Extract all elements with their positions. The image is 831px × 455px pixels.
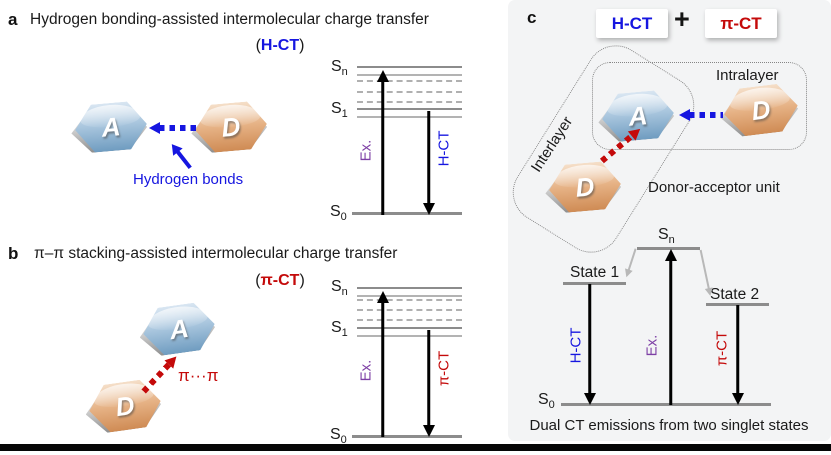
panel-c-caption: Dual CT emissions from two singlet state… — [529, 417, 809, 434]
bond-callout-arrow — [167, 140, 195, 171]
panel-a-title: Hydrogen bonding-assisted intermolecular… — [30, 11, 429, 28]
dashed-shaft — [689, 112, 723, 118]
pict-emission-arrow — [422, 330, 435, 437]
level-line-s1 — [357, 327, 462, 337]
paren: ) — [299, 272, 305, 289]
panel-b-tag: b — [8, 244, 19, 263]
panel-a-ct-abbrev: H-CT — [260, 37, 300, 54]
level-line-dashed — [357, 101, 462, 103]
level-line-sn — [357, 66, 462, 76]
arrowhead — [679, 109, 690, 121]
pict-emission-arrow-label: π-CT — [435, 350, 453, 387]
level-base: S — [330, 203, 341, 220]
panel-a-subtitle: (H-CT) — [225, 37, 335, 55]
level-label-sn: Sn — [331, 58, 348, 78]
level-label-s1: S1 — [331, 100, 348, 120]
figure-bottom-rule — [0, 444, 831, 451]
hct-emission-arrow — [422, 111, 435, 215]
level-line-state1 — [563, 282, 626, 285]
level-base: S — [331, 100, 342, 117]
acceptor-letter: A — [167, 312, 191, 345]
level-line-dashed — [357, 299, 462, 301]
arrowhead — [149, 122, 160, 134]
level-line-state2 — [706, 303, 769, 306]
pi-stack-dashed-arrow — [141, 352, 181, 395]
pict-emission-arrow — [731, 305, 744, 405]
pi-pi-label: π···π — [178, 366, 219, 385]
pict-badge: π-CT — [705, 9, 777, 38]
pict-emission-arrow-label: π-CT — [713, 330, 731, 367]
level-sub: n — [341, 286, 348, 299]
level-line-s0 — [352, 435, 462, 438]
level-line-dashed — [357, 80, 462, 82]
level-label-sn: Sn — [331, 278, 348, 298]
hydrogen-bond-dashed-arrow — [149, 122, 196, 134]
state2-label: State 2 — [710, 286, 760, 303]
excitation-arrow-label: Ex. — [643, 334, 661, 357]
level-line-sn — [637, 247, 700, 250]
excitation-arrow — [664, 249, 677, 405]
level-label-sn: Sn — [658, 226, 675, 246]
level-line-dashed — [357, 319, 462, 321]
level-sub: 1 — [341, 327, 348, 340]
level-sub: 0 — [548, 399, 555, 412]
panel-c-tag: c — [527, 8, 537, 27]
excitation-arrow — [376, 291, 389, 437]
panel-a-acceptor-hexagon: A — [73, 100, 149, 154]
level-sub: 0 — [340, 211, 347, 224]
panel-c-intralayer-donor-hexagon: D — [721, 82, 800, 139]
level-base: S — [331, 319, 342, 336]
paren: ) — [299, 37, 305, 54]
arrow-shaft — [175, 149, 192, 169]
level-base: S — [538, 391, 549, 408]
hct-emission-arrow — [583, 284, 596, 405]
paren: ( — [255, 272, 261, 289]
donor-letter: D — [574, 170, 596, 203]
panel-b-subtitle: (π-CT) — [225, 272, 335, 290]
panel-b-acceptor-hexagon: A — [140, 300, 218, 358]
level-line-s0 — [561, 403, 771, 406]
panel-a-tag: a — [8, 10, 18, 29]
hct-badge: H-CT — [596, 9, 668, 38]
intralayer-hbond-dashed-arrow — [679, 109, 723, 121]
excitation-arrow-label: Ex. — [357, 139, 375, 162]
intralayer-outline — [592, 62, 807, 150]
level-sub: n — [668, 234, 675, 247]
panel-c-interlayer-donor-hexagon: D — [547, 160, 623, 214]
level-label-s0: S0 — [538, 391, 555, 411]
level-sub: 0 — [340, 434, 347, 447]
donor-letter: D — [220, 110, 242, 143]
level-label-s1: S1 — [331, 319, 348, 339]
excitation-arrow-label: Ex. — [357, 359, 375, 382]
level-base: S — [658, 226, 669, 243]
donor-acceptor-unit-label: Donor-acceptor unit — [648, 179, 780, 196]
level-sub: n — [341, 66, 348, 79]
level-line-dashed — [357, 309, 462, 311]
hct-emission-arrow-label: H-CT — [567, 327, 585, 364]
dashed-shaft — [159, 125, 196, 131]
level-label-s0: S0 — [330, 426, 347, 446]
panel-b-title: π–π stacking-assisted intermolecular cha… — [34, 245, 398, 262]
level-base: S — [331, 58, 342, 75]
acceptor-letter: A — [100, 110, 122, 143]
panel-b-ct-abbrev: π-CT — [260, 272, 300, 289]
state1-label: State 1 — [570, 264, 620, 281]
panel-a-donor-hexagon: D — [193, 100, 269, 154]
paren: ( — [255, 37, 261, 54]
level-base: S — [330, 426, 341, 443]
level-sub: 1 — [341, 108, 348, 121]
plus-sign: + — [674, 4, 690, 34]
intralayer-label: Intralayer — [716, 67, 779, 84]
level-line-dashed — [357, 91, 462, 93]
donor-letter: D — [749, 93, 773, 126]
level-base: S — [331, 278, 342, 295]
level-line-s1 — [357, 108, 462, 118]
level-line-s0 — [352, 212, 462, 215]
level-line-sn — [357, 287, 462, 297]
hct-emission-arrow-label: H-CT — [435, 130, 453, 167]
level-label-s0: S0 — [330, 203, 347, 223]
excitation-arrow — [376, 70, 389, 215]
hydrogen-bonds-label: Hydrogen bonds — [133, 171, 244, 188]
